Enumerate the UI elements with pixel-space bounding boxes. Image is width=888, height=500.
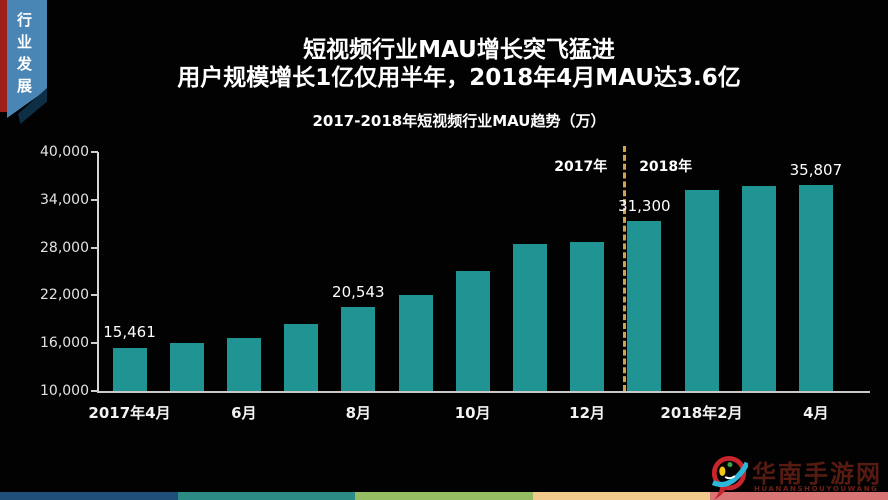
x-tick-label: 4月 [803, 404, 829, 422]
bar-value-label: 20,543 [332, 283, 385, 301]
footer-strip-segment [532, 492, 711, 500]
bar-value-label: 15,461 [103, 323, 156, 342]
bar-2017年12月 [570, 242, 605, 391]
bar-2017年6月 [226, 338, 261, 391]
y-tick-label: 10,000 [40, 383, 89, 399]
x-tick-label: 2018年2月 [660, 404, 743, 422]
bar-value-label: 35,807 [789, 161, 843, 180]
year-label-2017: 2017年 [554, 159, 608, 175]
bar-2018年4月 [798, 185, 833, 391]
bar-2017年10月 [455, 270, 490, 391]
y-tick-mark [91, 342, 98, 345]
y-tick-mark [91, 390, 98, 392]
watermark-logo: 华南手游网 HUANANSHOUYOUWANG [708, 450, 888, 500]
footer-strip-segment [355, 492, 533, 500]
bar-2017年7月 [284, 324, 319, 391]
footer-color-strips [0, 492, 888, 500]
bar-2018年1月 [627, 221, 662, 391]
x-tick-label: 8月 [345, 404, 372, 422]
year-label-2018: 2018年 [639, 159, 693, 175]
y-tick-label: 40,000 [40, 144, 89, 160]
logo-subtitle-text: HUANANSHOUYOUWANG [754, 485, 879, 493]
bar-2017年5月 [169, 343, 204, 391]
chart-title: 2017-2018年短视频行业MAU趋势（万） [312, 112, 606, 130]
y-tick-label: 16,000 [40, 335, 89, 352]
headline-line-2: 用户规模增长1亿仅用半年，2018年4月MAU达3.6亿 [177, 65, 741, 91]
y-tick-label: 34,000 [40, 191, 89, 208]
year-divider-line [623, 146, 627, 391]
y-tick-mark [91, 246, 98, 249]
logo-circle-icon [710, 452, 750, 500]
y-tick-label: 28,000 [40, 239, 89, 256]
bar-2017年11月 [512, 244, 547, 391]
y-tick-mark [91, 294, 98, 297]
bar-value-label: 31,300 [618, 197, 671, 216]
section-label: 行业发展 [15, 12, 33, 100]
x-tick-label: 2017年4月 [88, 404, 171, 422]
x-tick-label: 6月 [231, 404, 257, 422]
bar-2017年9月 [398, 294, 433, 391]
bar-chart-plot: 2017年 2018年 15,461 20,543 31,300 35,807 40,0… [40, 144, 870, 422]
x-tick-label: 12月 [569, 404, 606, 422]
footer-strip-segment [0, 492, 178, 500]
bar-2018年2月 [684, 190, 719, 391]
ribbon-red-edge [0, 0, 8, 112]
bar-2017年4月 [112, 347, 147, 391]
y-tick-mark [91, 151, 98, 153]
section-ribbon: 行业发展 [0, 0, 50, 126]
y-tick-label: 22,000 [40, 287, 89, 304]
bar-2017年8月 [341, 307, 376, 391]
footer-strip-segment [710, 492, 888, 500]
headline-line-1: 短视频行业MAU增长突飞猛进 [303, 37, 615, 63]
logo-name-text: 华南手游网 [752, 460, 882, 488]
footer-strip-segment [177, 492, 356, 500]
y-tick-mark [91, 198, 98, 201]
bar-2018年3月 [741, 186, 776, 391]
x-tick-label: 10月 [454, 404, 491, 422]
